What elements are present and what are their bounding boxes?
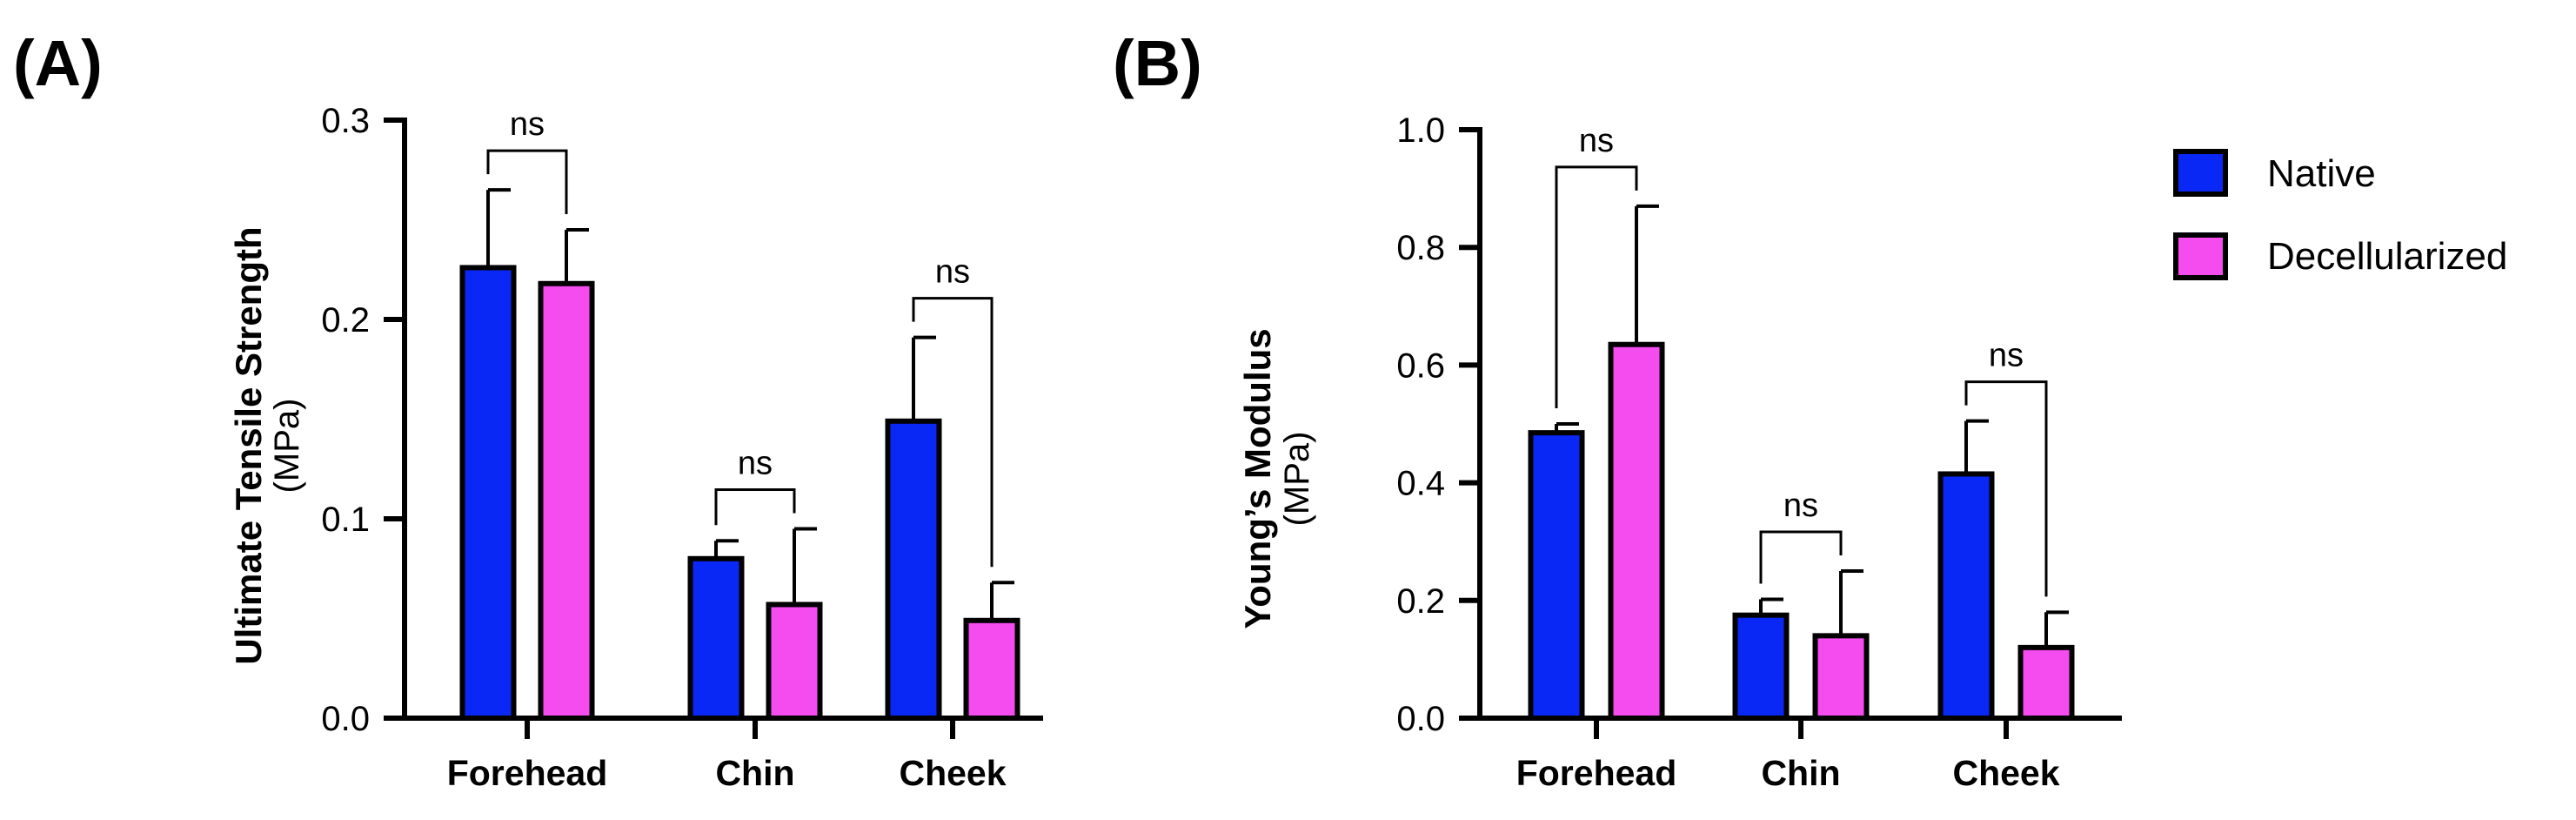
panel-b-significance-bracket: [1759, 530, 1843, 584]
panel-b-bar-decellularized: [2017, 644, 2075, 722]
panel-b-bar-decellularized: [1608, 341, 1665, 721]
panel-b-y-tick-label: 1.0: [1396, 111, 1445, 150]
panel-a-significance-bracket: [714, 487, 796, 526]
panel-a-significance-label: ns: [935, 254, 970, 291]
legend-label-native: Native: [2267, 152, 2376, 195]
panel-a-x-tick-label: Forehead: [447, 753, 608, 793]
panel-a-plot: 0.0 0.1 0.2 0.3 Forehead Chin Cheek ns ns ns: [321, 102, 1043, 793]
panel-a-bar-decellularized: [766, 602, 823, 721]
panel-a-x-tick-label: Cheek: [899, 753, 1006, 793]
panel-b-x-tick-label: Cheek: [1952, 753, 2059, 793]
panel-b-bar-decellularized: [1812, 633, 1870, 721]
panel-b-bar-native: [1937, 471, 1995, 722]
panel-b-y-axis-unit: (MPa): [1278, 432, 1316, 527]
panel-b-bar-native: [1528, 430, 1585, 721]
panel-a-bar-decellularized: [963, 617, 1020, 721]
panel-a-bar-native: [885, 418, 942, 721]
panel-a-significance-bracket: [486, 149, 568, 214]
legend-label-decellularized: Decellularized: [2267, 235, 2507, 278]
panel-b-y-tick-label: 0.6: [1396, 346, 1445, 385]
panel-a-significance-label: ns: [738, 445, 773, 481]
panel-b-y-tick-label: 0.4: [1396, 465, 1445, 503]
panel-b-y-tick-label: 0.8: [1396, 229, 1445, 267]
panel-a-significance-label: ns: [510, 106, 545, 143]
panel-a-y-axis-unit: (MPa): [268, 399, 306, 494]
panel-b-y-tick-label: 0.0: [1396, 700, 1445, 738]
panel-a-y-tick-label: 0.0: [321, 700, 370, 738]
panel-a-y-axis-title: Ultimate Tensile Strength: [228, 226, 269, 664]
panel-b-x-tick-label: Forehead: [1516, 753, 1677, 793]
panel-a-label: (A): [13, 27, 103, 99]
panel-b-significance-label: ns: [1783, 487, 1818, 524]
legend-swatch-decellularized: [2173, 232, 2228, 280]
panel-a-bar-native: [459, 265, 517, 721]
panel-a-x-tick-label: Chin: [715, 753, 794, 793]
panel-b-label: (B): [1113, 27, 1202, 99]
panel-a-significance-bracket: [912, 297, 994, 568]
panel-b-significance-bracket: [1555, 165, 1638, 408]
panel-b-x-tick-label: Chin: [1761, 753, 1840, 793]
panel-b-significance-label: ns: [1989, 338, 2024, 374]
panel-b-y-axis-title: Young’s Modulus: [1237, 328, 1278, 628]
panel-b-y-tick-label: 0.2: [1396, 582, 1445, 621]
legend-swatch-native: [2173, 149, 2228, 197]
panel-b-significance-label: ns: [1579, 123, 1614, 159]
panel-b-bar-native: [1732, 612, 1790, 722]
panel-b-significance-bracket: [1964, 380, 2048, 597]
panel-b-plot: 0.0 0.2 0.4 0.6 0.8 1.0 Forehead Chin Cheek ns ns n…: [1396, 111, 2122, 793]
panel-a-y-tick-label: 0.2: [321, 301, 370, 339]
panel-a-bar-decellularized: [538, 280, 595, 721]
panel-a-y-tick-label: 0.1: [321, 501, 370, 539]
panel-a-bar-native: [687, 555, 745, 721]
panel-a-y-tick-label: 0.3: [321, 102, 370, 140]
